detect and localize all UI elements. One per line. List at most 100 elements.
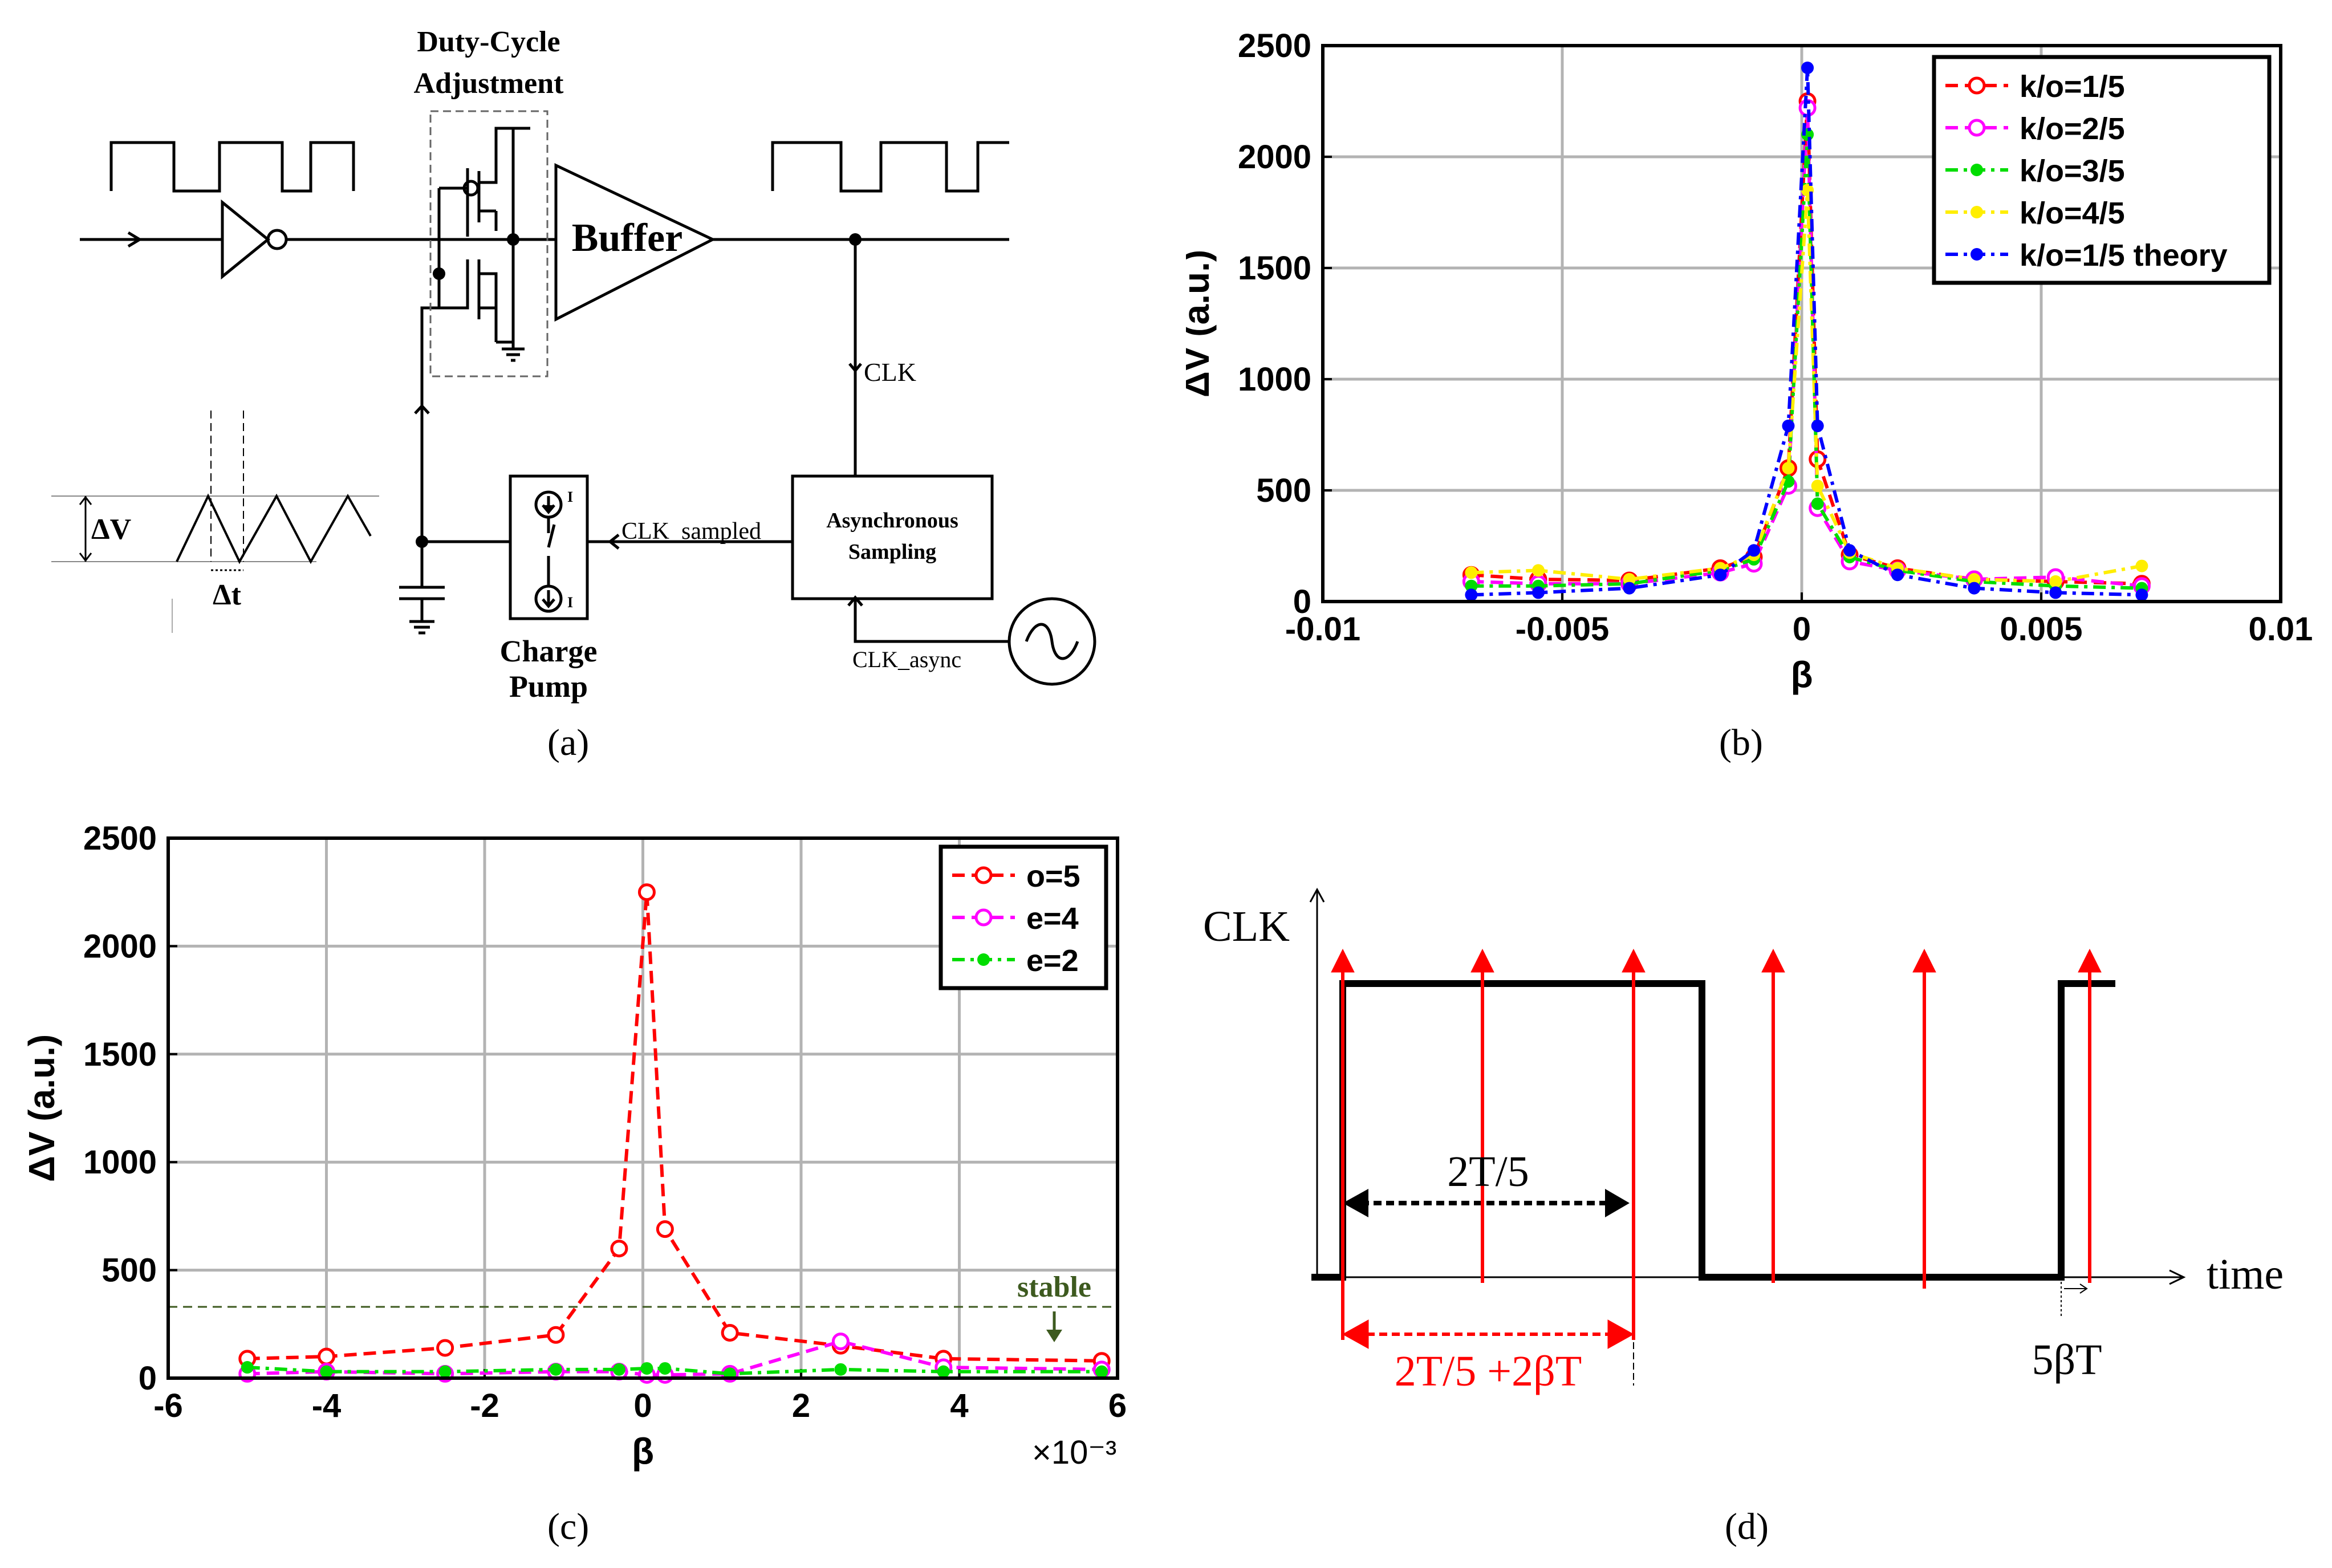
span1-label: 2T/5 — [1447, 1148, 1529, 1196]
offset-label: 5βT — [2032, 1336, 2102, 1384]
y-tick-label-2: 1000 — [83, 1144, 157, 1181]
x-tick-label-0: -0.01 — [1285, 611, 1360, 648]
x-axis-label: β — [1790, 654, 1813, 695]
series-4-point-6 — [1801, 62, 1814, 74]
series-4-point-4 — [1748, 544, 1760, 557]
x-tick-label-1: -4 — [312, 1387, 342, 1424]
series-4-point-5 — [1782, 419, 1795, 432]
plot-frame — [166, 836, 1119, 1380]
clk-sampled-label: CLK_sampled — [621, 518, 761, 545]
y-tick-label-5: 2500 — [1238, 27, 1311, 64]
y-tick-label-2: 1000 — [1238, 361, 1311, 398]
series-2-point-7 — [1811, 497, 1824, 510]
clk-waveform — [1311, 980, 2115, 1281]
x-tick-label-5: 4 — [950, 1387, 968, 1424]
x-axis-multiplier: ×10⁻³ — [1032, 1434, 1116, 1471]
plot-frame — [1321, 44, 2282, 603]
series-0-point-6 — [656, 1220, 674, 1238]
series-0-point-1 — [318, 1347, 335, 1366]
series-4-point-10 — [1968, 582, 1981, 595]
delta-v-label: ΔV — [91, 513, 131, 546]
buffer-symbol — [554, 163, 716, 322]
series-3-point-7 — [1811, 480, 1824, 493]
panel-label-d: (d) — [1725, 1506, 1769, 1547]
series-4-point-8 — [1843, 544, 1856, 557]
legend-label-4: k/o=1/5 theory — [2020, 238, 2228, 273]
y-tick-label-1: 500 — [101, 1252, 157, 1289]
x-tick-label-2: 0 — [1793, 611, 1811, 648]
timing-y-label: CLK — [1203, 903, 1290, 950]
clk-label: CLK — [864, 358, 916, 387]
series-3-point-11 — [2049, 575, 2062, 588]
legend-box — [939, 844, 1108, 990]
span1-arrow-right — [1605, 1189, 1630, 1217]
legend-label-0: k/o=1/5 — [2020, 70, 2125, 104]
y-tick-label-0: 0 — [1293, 583, 1311, 620]
series-3-point-12 — [2135, 559, 2148, 572]
series-3-point-2 — [1623, 573, 1636, 586]
legend-marker-1 — [974, 908, 993, 927]
series-2-point-5 — [1782, 475, 1795, 488]
series-0-point-4 — [610, 1240, 628, 1258]
series-2-point-10 — [1095, 1365, 1108, 1378]
x-tick-label-2: -2 — [470, 1387, 499, 1424]
panel-label-b: (b) — [1719, 722, 1763, 763]
series-4-point-0 — [1465, 588, 1478, 602]
legend-marker-3 — [1971, 206, 1983, 218]
clk-async-label: CLK_async — [852, 647, 961, 672]
series-2-point-0 — [241, 1361, 254, 1374]
delta-t-label: Δt — [213, 579, 242, 611]
y-axis-label: ΔV (a.u.) — [1186, 250, 1217, 397]
y-axis-label: ΔV (a.u.) — [21, 1034, 62, 1182]
stable-annotation: stable — [1017, 1271, 1091, 1303]
stable-arrow-icon — [1046, 1329, 1062, 1342]
series-2-point-3 — [549, 1363, 562, 1376]
sawtooth-waveform — [176, 493, 372, 564]
series-4-point-3 — [1714, 568, 1727, 582]
series-line-0 — [247, 892, 1102, 1363]
legend-label-1: e=4 — [1026, 901, 1079, 936]
x-tick-label-6: 6 — [1108, 1387, 1127, 1424]
x-tick-label-0: -6 — [153, 1387, 183, 1424]
legend-label-0: o=5 — [1026, 859, 1080, 893]
input-arrow-icon — [127, 231, 143, 248]
x-tick-label-4: 2 — [792, 1387, 810, 1424]
span2-label: 2T/5 +2βT — [1395, 1347, 1582, 1395]
y-tick-label-4: 2000 — [83, 928, 157, 965]
legend-label-3: k/o=4/5 — [2020, 196, 2125, 230]
async-label-2: Sampling — [848, 540, 936, 564]
legend-box — [1932, 55, 2272, 285]
legend-marker-2 — [1971, 164, 1983, 176]
input-square-wave — [109, 141, 355, 193]
y-tick-label-3: 1500 — [1238, 250, 1311, 287]
legend-marker-0 — [974, 866, 993, 884]
series-4-point-2 — [1623, 582, 1636, 595]
series-0-point-5 — [637, 883, 656, 901]
series-line-2 — [247, 1366, 1102, 1376]
series-2-point-6 — [659, 1362, 672, 1375]
series-3-point-10 — [1968, 573, 1981, 586]
y-tick-label-0: 0 — [139, 1360, 157, 1397]
charge-pump-box — [509, 474, 589, 620]
sampling-arrows — [1331, 948, 2102, 1349]
series-3-point-5 — [1782, 462, 1795, 474]
series-4-point-7 — [1811, 419, 1824, 432]
series-2-point-8 — [834, 1363, 847, 1376]
inverter-symbol — [221, 199, 270, 280]
legend-marker-4 — [1971, 248, 1983, 261]
x-axis-label: β — [632, 1431, 654, 1472]
charge-pump-label-2: Pump — [509, 669, 588, 704]
chart-c: -6 -4 -2 0 2 4 6 0 500 1000 1500 2000 2500 stable β ΔV … — [21, 820, 1127, 1472]
series-4-point-9 — [1891, 568, 1904, 582]
series-4-point-1 — [1532, 586, 1545, 599]
x-tick-label-3: 0.005 — [2000, 611, 2082, 648]
panel-label-c: (c) — [547, 1506, 590, 1547]
legend-label-2: e=2 — [1026, 944, 1079, 978]
y-tick-label-3: 1500 — [83, 1036, 157, 1073]
y-tick-label-4: 2000 — [1238, 139, 1311, 176]
timing-x-label: time — [2207, 1250, 2284, 1298]
series-2-point-1 — [320, 1365, 333, 1378]
charge-pump-label-1: Charge — [500, 634, 598, 668]
async-label-1: Asynchronous — [826, 509, 958, 533]
x-tick-label-1: -0.005 — [1516, 611, 1609, 648]
